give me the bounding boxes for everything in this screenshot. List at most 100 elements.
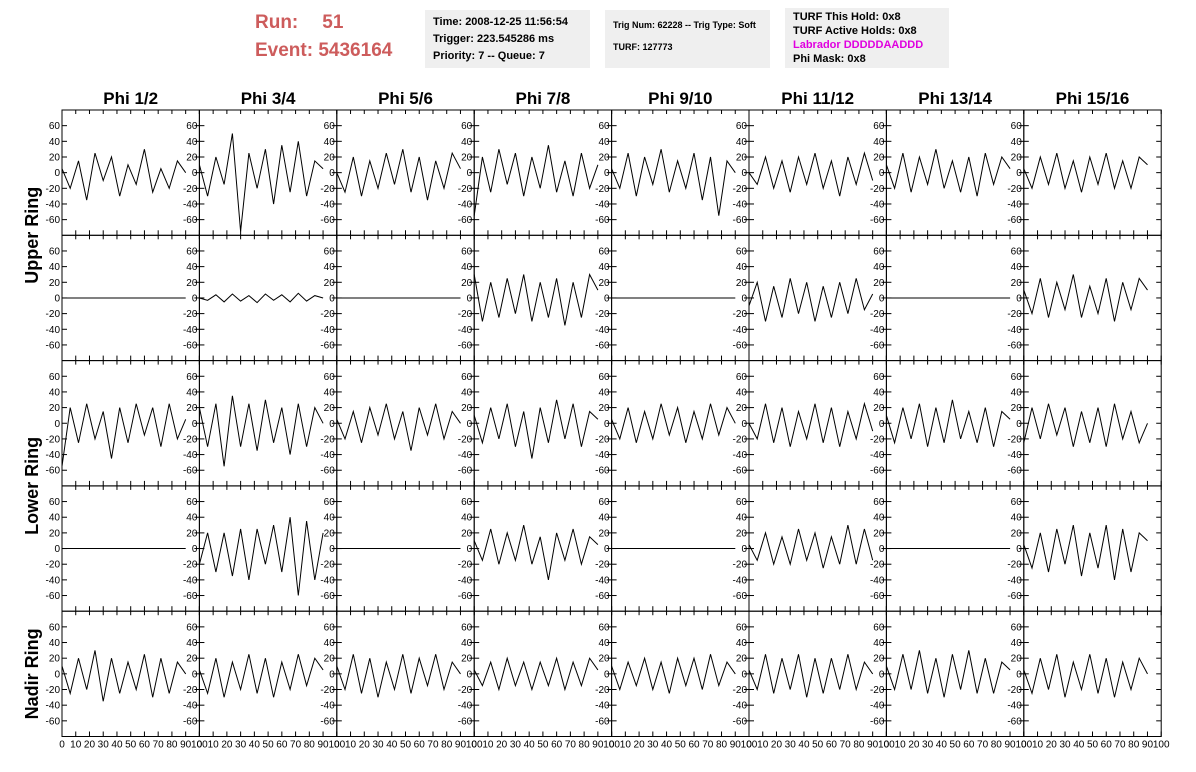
x-tick-label: 40: [249, 740, 261, 751]
y-tick-label: -60: [733, 466, 748, 477]
y-tick-label: 60: [736, 622, 748, 633]
info-line: TURF Active Holds: 0x8: [793, 25, 917, 37]
x-tick-label: 50: [950, 740, 962, 751]
y-tick-label: 0: [741, 419, 747, 430]
y-tick-label: 40: [598, 638, 610, 649]
x-tick-label: 90: [867, 740, 879, 751]
y-tick-label: 0: [1016, 544, 1022, 555]
y-tick-label: 20: [461, 654, 473, 665]
y-tick-label: -40: [595, 575, 610, 586]
y-tick-label: 20: [324, 654, 336, 665]
y-tick-label: 20: [324, 278, 336, 289]
y-tick-label: -20: [1007, 560, 1022, 571]
x-tick-label: 30: [510, 740, 522, 751]
y-tick-label: 60: [49, 622, 61, 633]
waveform: [473, 656, 599, 692]
x-tick-label: 30: [235, 740, 247, 751]
y-tick-label: 40: [736, 137, 748, 148]
x-tick-label: 70: [977, 740, 989, 751]
x-tick-label: 40: [798, 740, 810, 751]
y-tick-label: -60: [458, 215, 473, 226]
y-tick-label: 60: [736, 497, 748, 508]
y-tick-label: 0: [467, 419, 473, 430]
x-tick-label: 50: [675, 740, 687, 751]
x-tick-label: 30: [372, 740, 384, 751]
y-tick-label: 40: [873, 137, 885, 148]
waveform: [1023, 274, 1148, 322]
x-tick-label: 50: [125, 740, 137, 751]
y-tick-label: 60: [461, 372, 473, 383]
y-tick-label: -60: [183, 340, 198, 351]
y-tick-label: -20: [870, 184, 885, 195]
waveform: [611, 149, 736, 216]
y-tick-label: 20: [736, 654, 748, 665]
y-tick-label: -20: [320, 560, 335, 571]
y-tick-label: 60: [1011, 372, 1023, 383]
y-tick-label: -20: [183, 434, 198, 445]
y-tick-label: 0: [1016, 168, 1022, 179]
y-tick-label: -20: [1007, 184, 1022, 195]
x-tick-label: 60: [963, 740, 975, 751]
info-line: TURF This Hold: 0x8: [793, 11, 901, 23]
y-tick-label: 20: [49, 654, 61, 665]
y-tick-label: 0: [467, 544, 473, 555]
y-tick-label: 0: [192, 293, 198, 304]
waveform: [198, 395, 324, 467]
y-tick-label: -20: [595, 685, 610, 696]
y-tick-label: 60: [1011, 121, 1023, 132]
trig-box: Trig Num: 62228 -- Trig Type: Soft TURF: …: [605, 10, 770, 68]
y-tick-label: -40: [870, 325, 885, 336]
y-tick-label: 40: [49, 137, 61, 148]
y-tick-label: 60: [49, 246, 61, 257]
event-label: Event:: [255, 40, 314, 61]
y-tick-label: -40: [46, 575, 61, 586]
y-tick-label: 40: [736, 387, 748, 398]
x-tick-label: 60: [551, 740, 563, 751]
y-tick-label: 40: [873, 638, 885, 649]
y-tick-label: 40: [186, 387, 198, 398]
info-line: Trig Num: 62228 -- Trig Type: Soft: [613, 20, 756, 30]
x-tick-label: 0: [197, 740, 203, 751]
x-tick-label: 100: [878, 740, 895, 751]
y-tick-label: 60: [461, 121, 473, 132]
y-tick-label: 40: [461, 513, 473, 524]
x-tick-label: 40: [936, 740, 948, 751]
y-tick-label: -40: [733, 450, 748, 461]
waveform: [748, 524, 874, 569]
panel-frame: [1023, 109, 1162, 236]
x-tick-label: 0: [884, 740, 890, 751]
y-tick-label: 60: [324, 622, 336, 633]
y-tick-label: -40: [183, 575, 198, 586]
waveform: [473, 524, 599, 580]
x-tick-label: 70: [565, 740, 577, 751]
panel-frame: [336, 109, 475, 236]
y-tick-label: 40: [736, 638, 748, 649]
y-tick-label: 40: [49, 387, 61, 398]
y-tick-label: 40: [49, 513, 61, 524]
panel-frame: [198, 360, 338, 487]
x-tick-label: 90: [1004, 740, 1016, 751]
y-tick-label: 20: [461, 152, 473, 163]
x-tick-label: 0: [334, 740, 340, 751]
x-tick-label: 100: [191, 740, 208, 751]
y-tick-label: 60: [736, 246, 748, 257]
x-tick-label: 50: [537, 740, 549, 751]
y-tick-label: 0: [329, 669, 335, 680]
x-tick-label: 90: [180, 740, 192, 751]
y-tick-label: 40: [873, 262, 885, 273]
x-tick-label: 60: [276, 740, 288, 751]
y-tick-label: 40: [873, 387, 885, 398]
y-tick-label: -60: [595, 340, 610, 351]
waveform: [1023, 403, 1148, 447]
waveform: [198, 517, 324, 596]
y-tick-label: 60: [324, 246, 336, 257]
y-tick-label: 60: [873, 246, 885, 257]
y-tick-label: 0: [192, 419, 198, 430]
x-tick-label: 90: [317, 740, 329, 751]
y-tick-label: 0: [192, 168, 198, 179]
y-tick-label: -60: [320, 215, 335, 226]
y-tick-label: -40: [46, 701, 61, 712]
y-tick-label: -40: [1007, 575, 1022, 586]
y-tick-label: 0: [604, 419, 610, 430]
